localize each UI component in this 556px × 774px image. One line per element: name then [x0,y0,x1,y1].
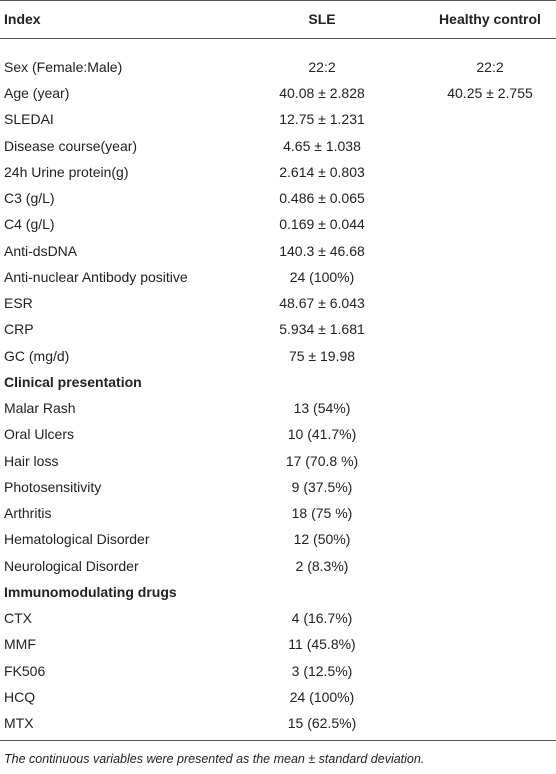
cell-value: 75 ± 19.98 [288,347,356,364]
cell-value: 9 (37.5%) [291,478,353,495]
column-header: SLE [308,11,336,27]
row-label: 24h Urine protein(g) [4,163,129,180]
row-label: Malar Rash [4,400,76,417]
cell-value: 24 (100%) [289,688,355,705]
cell-value: 0.169 ± 0.044 [279,216,365,233]
row-label: SLEDAI [4,111,54,128]
cell-value: 40.08 ± 2.828 [279,85,365,102]
row-label: HCQ [4,688,36,705]
row-label: Neurological Disorder [4,557,139,574]
cell-value: 2 (8.3%) [295,557,349,574]
cell-value: 5.934 ± 1.681 [279,321,365,338]
cell-value: 13 (54%) [293,400,351,417]
section-header: Clinical presentation [4,373,142,390]
row-label: Disease course(year) [4,137,138,154]
cell-value: 48.67 ± 6.043 [279,295,365,312]
row-label: Oral Ulcers [4,426,75,443]
row-label: MMF [4,636,36,653]
top-rule [0,0,556,1]
cell-value: 11 (45.8%) [288,636,356,653]
row-label: MTX [4,715,34,731]
column-header: Healthy control [439,11,541,27]
row-label: C4 (g/L) [4,216,55,233]
cell-value: 0.486 ± 0.065 [279,190,365,207]
cell-value: 18 (75 %) [291,505,353,522]
cell-value: 12 (50%) [293,531,351,548]
cell-value: 15 (62.5%) [287,715,357,731]
row-label: ESR [4,295,33,312]
row-label: C3 (g/L) [4,190,55,207]
bottom-rule [0,740,556,741]
row-label: CRP [4,321,34,338]
row-label: Hematological Disorder [4,531,150,548]
row-label: Photosensitivity [4,478,102,495]
cell-value: 40.25 ± 2.755 [447,85,533,102]
row-label: Hair loss [4,452,59,469]
cell-value: 10 (41.7%) [287,426,357,443]
header-rule [0,38,556,39]
cell-value: 24 (100%) [289,268,355,285]
cell-value: 22:2 [308,59,336,75]
cell-value: 4.65 ± 1.038 [283,137,361,154]
cell-value: 17 (70.8 %) [285,452,359,469]
row-label: Age (year) [4,85,70,102]
row-label: Sex (Female:Male) [4,59,123,75]
row-label: GC (mg/d) [4,347,70,364]
row-label: Anti-nuclear Antibody positive [4,268,188,285]
row-label: CTX [4,610,32,627]
cell-value: 22:2 [476,59,504,75]
cell-value: 3 (12.5%) [291,662,353,679]
column-header: Index [4,11,41,27]
row-label: FK506 [4,662,46,679]
cell-value: 4 (16.7%) [291,610,353,627]
cell-value: 140.3 ± 46.68 [279,242,365,259]
section-header: Immunomodulating drugs [4,583,177,600]
cell-value: 2.614 ± 0.803 [279,163,365,180]
footnote: The continuous variables were presented … [4,752,425,766]
cell-value: 12.75 ± 1.231 [279,111,365,128]
row-label: Arthritis [4,505,52,522]
row-label: Anti-dsDNA [4,242,78,259]
